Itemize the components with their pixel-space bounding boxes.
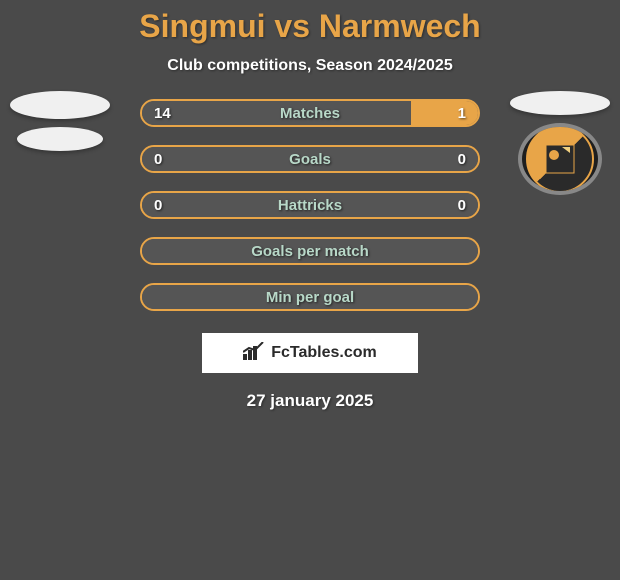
player-right-avatar	[508, 91, 612, 195]
stat-bar-right-fill	[411, 101, 478, 125]
stat-bar: 0 0 Goals	[140, 145, 480, 173]
snapshot-date: 27 january 2025	[0, 391, 620, 411]
player-right-club-badge	[518, 123, 602, 195]
player-right-photo-placeholder	[510, 91, 610, 115]
stat-bar-left-fill	[142, 101, 411, 125]
stat-label: Min per goal	[266, 289, 354, 306]
stats-bars: 14 1 Matches 0 0 Goals 0 0 Hattricks Goals per ma…	[140, 99, 480, 311]
stat-bar: Min per goal	[140, 283, 480, 311]
stat-label: Goals	[289, 151, 331, 168]
season-subtitle: Club competitions, Season 2024/2025	[0, 57, 620, 75]
watermark-text: FcTables.com	[271, 344, 377, 362]
watermark: FcTables.com	[202, 333, 418, 373]
player-left-club-placeholder	[17, 127, 103, 151]
comparison-title: Singmui vs Narmwech	[0, 8, 620, 45]
stat-right-value: 0	[458, 197, 466, 214]
stat-right-value: 0	[458, 151, 466, 168]
player-left-photo-placeholder	[10, 91, 110, 119]
stat-label: Hattricks	[278, 197, 342, 214]
stat-label: Matches	[280, 105, 340, 122]
stat-bar: Goals per match	[140, 237, 480, 265]
stat-label: Goals per match	[251, 243, 369, 260]
stat-left-value: 0	[154, 151, 162, 168]
player-left-avatar	[8, 91, 112, 195]
stat-left-value: 0	[154, 197, 162, 214]
club-badge-icon	[526, 125, 594, 193]
stat-left-value: 14	[154, 105, 171, 122]
stat-right-value: 1	[458, 105, 466, 122]
stat-bar: 0 0 Hattricks	[140, 191, 480, 219]
watermark-chart-icon	[243, 342, 265, 365]
stat-bar: 14 1 Matches	[140, 99, 480, 127]
